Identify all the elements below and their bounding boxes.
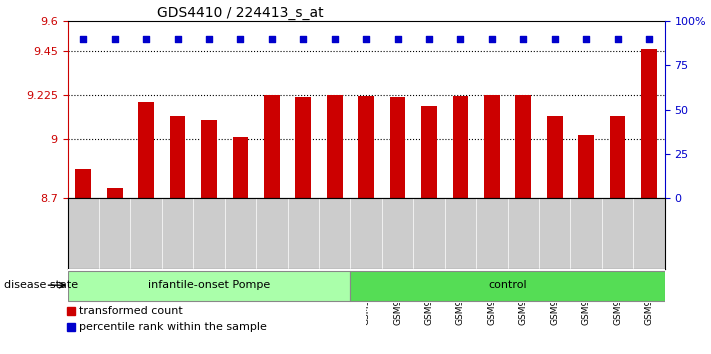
Point (172, 36, 183, 42)
Text: disease state: disease state (4, 280, 77, 290)
Bar (201, 120, 217, 198)
Bar (170, 116, 186, 198)
Bar (68, 271, 351, 301)
Bar (578, 135, 594, 198)
Bar (453, 96, 469, 198)
Bar (232, 137, 248, 198)
Text: GDS4410 / 224413_s_at: GDS4410 / 224413_s_at (157, 6, 324, 20)
Bar (138, 102, 154, 198)
Point (141, 36, 152, 42)
Text: infantile-onset Pompe: infantile-onset Pompe (148, 280, 270, 290)
Bar (75, 169, 91, 198)
Bar (107, 188, 122, 198)
Point (612, 36, 624, 42)
Point (329, 36, 341, 42)
Bar (327, 95, 343, 198)
Bar (610, 116, 626, 198)
Point (643, 36, 655, 42)
Point (486, 36, 498, 42)
Bar (547, 116, 562, 198)
Point (109, 36, 120, 42)
Bar (484, 95, 500, 198)
Point (580, 36, 592, 42)
Text: transformed count: transformed count (80, 306, 183, 316)
Bar (421, 106, 437, 198)
Bar (641, 49, 657, 198)
Point (455, 36, 466, 42)
Point (77, 36, 89, 42)
Bar (358, 96, 374, 198)
Bar (515, 95, 531, 198)
Point (298, 36, 309, 42)
Bar (296, 97, 311, 198)
Point (360, 36, 372, 42)
Point (518, 36, 529, 42)
Text: percentile rank within the sample: percentile rank within the sample (80, 321, 267, 332)
Point (392, 36, 403, 42)
Bar (264, 95, 279, 198)
Point (423, 36, 434, 42)
Point (549, 36, 560, 42)
Point (235, 36, 246, 42)
Point (266, 36, 277, 42)
Text: control: control (488, 280, 527, 290)
Bar (351, 271, 665, 301)
Bar (390, 97, 405, 198)
Point (203, 36, 215, 42)
